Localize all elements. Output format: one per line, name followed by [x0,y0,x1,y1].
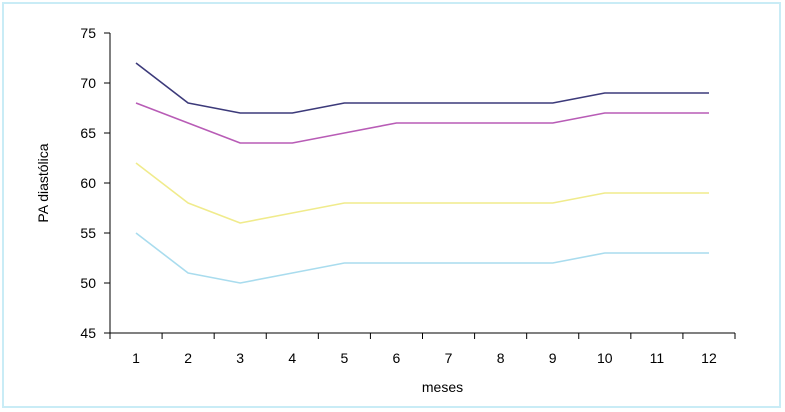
y-tick-label: 50 [80,275,96,291]
y-tick-label: 60 [80,175,96,191]
x-tick-label: 1 [132,350,140,366]
series-line-3 [135,162,709,224]
x-tick-label: 5 [340,350,348,366]
x-tick-label: 2 [184,350,192,366]
x-tick-label: 8 [497,350,505,366]
y-tick-label: 70 [80,75,96,91]
x-tick-label: 10 [597,350,613,366]
y-axis-title: PA diastólica [35,143,51,222]
y-tick-label: 65 [80,125,96,141]
y-tick-label: 55 [80,225,96,241]
x-axis-title: meses [422,379,463,395]
x-tick-label: 3 [236,350,244,366]
x-tick-label: 11 [650,350,665,366]
x-tick-label: 12 [701,350,717,366]
chart-frame [2,2,781,408]
series-line-1 [135,62,709,114]
series-line-2 [135,102,709,144]
series-line-4 [135,232,709,284]
y-axis-ticks: 45 50 55 60 65 70 75 [80,25,110,341]
series-group [135,62,709,284]
y-tick-label: 45 [80,325,96,341]
x-tick-label: 6 [393,350,401,366]
x-tick-label: 4 [288,350,296,366]
x-tick-label: 9 [549,350,557,366]
x-tick-label: 7 [445,350,453,366]
y-tick-label: 75 [80,25,96,41]
x-axis-ticks: 1 2 3 4 5 6 7 8 9 10 11 12 [109,333,736,366]
